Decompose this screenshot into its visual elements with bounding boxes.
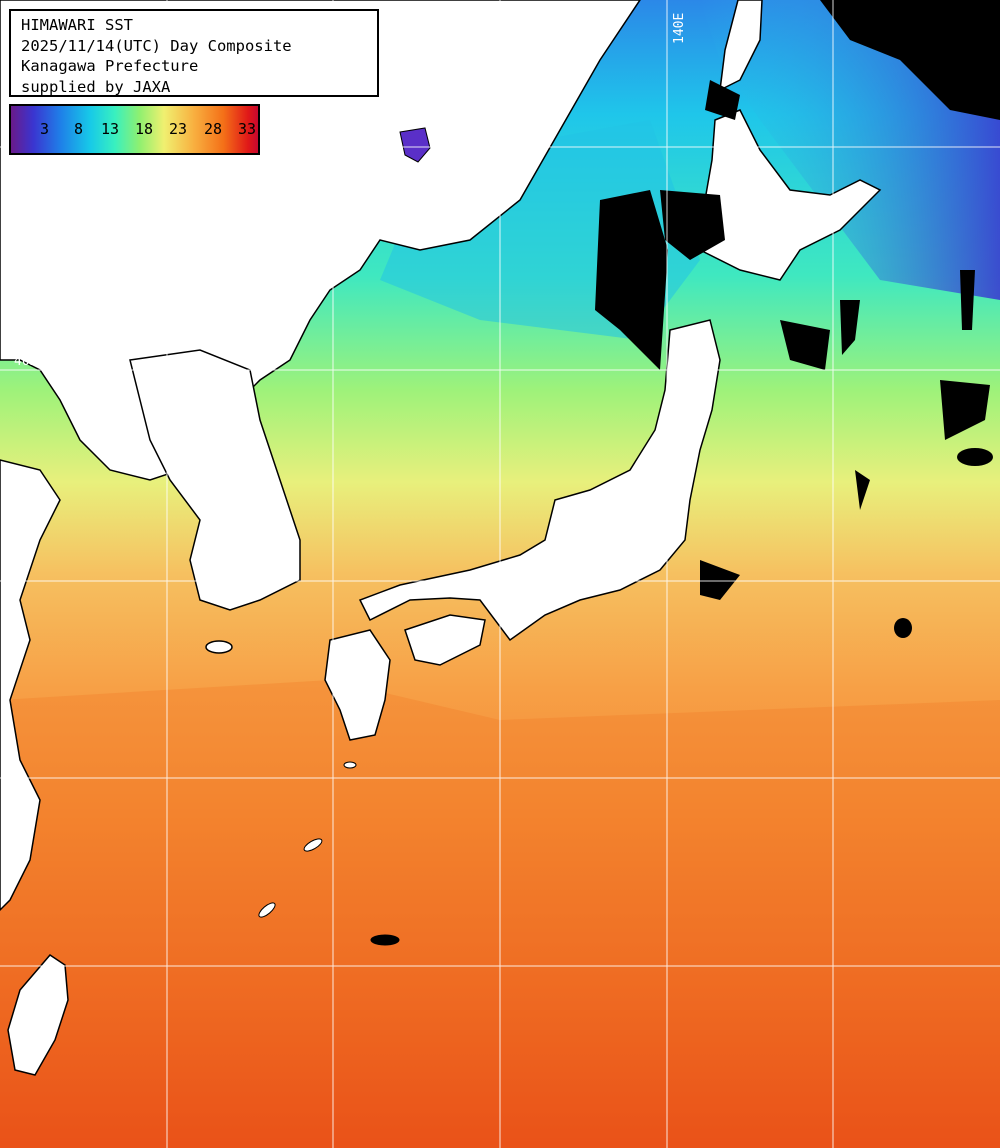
jeju-island bbox=[205, 640, 233, 654]
latitude-label: 40N bbox=[14, 354, 38, 369]
legend-tick: 3 bbox=[40, 120, 50, 138]
title-line-1: HIMAWARI SST bbox=[21, 16, 133, 34]
korean-peninsula bbox=[129, 349, 301, 611]
legend-tick: 13 bbox=[101, 120, 120, 138]
legend-tick: 33 bbox=[238, 120, 257, 138]
shikoku-island bbox=[404, 614, 486, 666]
color-scale-legend: 3 8 13 18 23 28 33 bbox=[9, 104, 260, 155]
ryukyu-islands bbox=[258, 761, 400, 946]
sakhalin-island bbox=[719, 0, 763, 92]
title-box: HIMAWARI SST 2025/11/14(UTC) Day Composi… bbox=[9, 9, 379, 97]
title-line-2: 2025/11/14(UTC) Day Composite bbox=[21, 36, 292, 55]
taiwan-island bbox=[7, 954, 69, 1076]
kyushu-island bbox=[324, 629, 391, 741]
legend-tick: 23 bbox=[169, 120, 188, 138]
legend-tick: 28 bbox=[204, 120, 223, 138]
legend-tick: 18 bbox=[135, 120, 154, 138]
honshu-island bbox=[358, 319, 721, 642]
longitude-label: 140E bbox=[672, 12, 687, 44]
islet-north bbox=[399, 127, 431, 163]
title-line-4: supplied by JAXA bbox=[21, 77, 171, 96]
china-coast bbox=[0, 459, 61, 912]
legend-tick: 8 bbox=[74, 120, 84, 138]
title-line-3: Kanagawa Prefecture bbox=[21, 57, 199, 75]
cloud-mask bbox=[595, 0, 1000, 638]
